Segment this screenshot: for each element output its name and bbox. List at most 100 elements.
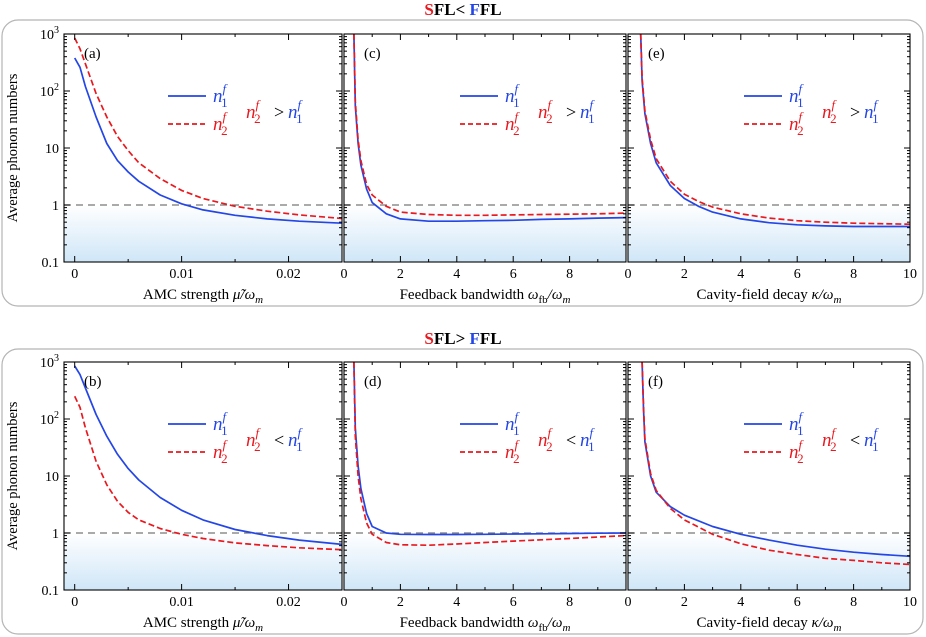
n-superscript: f <box>874 97 880 112</box>
series-n1-line <box>73 365 342 546</box>
x-tick-label: 4 <box>737 267 744 282</box>
x-label-var: ω <box>528 615 539 631</box>
n-symbol: n <box>288 102 298 123</box>
n-superscript: f <box>223 409 229 424</box>
relation-n2: nf 2 <box>538 425 554 454</box>
n-superscript: f <box>515 109 521 124</box>
y-tick-base: 1 <box>52 199 59 214</box>
n-superscript: f <box>799 81 805 96</box>
series-n1-line <box>641 362 910 558</box>
x-label-sub: m <box>562 294 570 306</box>
n-superscript: f <box>548 425 554 440</box>
y-tick-exp: 3 <box>54 25 59 36</box>
x-tick-label: 8 <box>850 267 857 282</box>
n-symbol: n <box>505 114 515 135</box>
n-subscript: 1 <box>872 111 879 126</box>
x-axis-label: Cavity-field decay κ/ωm <box>697 615 842 634</box>
y-tick-base: 0.1 <box>42 256 60 271</box>
header-fl1: FL <box>434 329 456 348</box>
x-label-var-sub: fb <box>539 294 549 306</box>
n-subscript: 1 <box>872 439 879 454</box>
n-subscript: 1 <box>513 95 520 110</box>
series-n1-line <box>353 34 626 223</box>
n-superscript: f <box>799 409 805 424</box>
cooling-region-shade <box>64 205 342 262</box>
n-superscript: f <box>223 437 229 452</box>
n-symbol: n <box>580 430 590 451</box>
series-n1-line <box>639 34 910 228</box>
x-axis-label: AMC strength μ̃/ωm <box>143 615 263 634</box>
legend-label-n1: nf 1 <box>789 81 805 110</box>
x-tick-label: 0 <box>625 267 632 282</box>
y-tick-label: 102 <box>40 82 59 100</box>
n-superscript: f <box>515 409 521 424</box>
y-tick-base: 10 <box>40 85 54 100</box>
n-symbol: n <box>789 414 799 435</box>
n-superscript: f <box>874 425 880 440</box>
series-n2-line <box>353 34 626 217</box>
header-fl2: FL <box>480 329 502 348</box>
n-subscript: 2 <box>221 123 228 138</box>
x-axis-label: Feedback bandwidth ωfb/ωm <box>400 287 571 306</box>
x-tick-label: 6 <box>794 595 801 610</box>
y-tick-label: 10 <box>45 142 59 157</box>
n-superscript: f <box>832 97 838 112</box>
x-axis-label: Cavity-field decay κ/ωm <box>697 287 842 306</box>
relation-symbol: > <box>274 102 284 122</box>
y-tick-base: 10 <box>45 142 59 157</box>
n-subscript: 2 <box>546 439 553 454</box>
x-tick-label: 0.02 <box>276 595 301 610</box>
n-symbol: n <box>213 86 223 107</box>
n-subscript: 2 <box>830 439 837 454</box>
header-rel: > <box>456 329 470 348</box>
x-label-var: κ/ω <box>812 287 834 303</box>
n-symbol: n <box>864 430 874 451</box>
legend-label-n2: nf 2 <box>505 109 521 138</box>
header-s: S <box>424 329 433 348</box>
n-superscript: f <box>223 109 229 124</box>
legend-label-n1: nf 1 <box>213 81 229 110</box>
x-tick-label: 0.02 <box>276 267 301 282</box>
x-tick-label: 0 <box>71 595 78 610</box>
y-tick-base: 10 <box>40 28 54 43</box>
n-subscript: 1 <box>588 439 595 454</box>
n-superscript: f <box>590 97 596 112</box>
x-tick-label: 0.01 <box>169 595 194 610</box>
y-axis-label: Average phonon numbers <box>5 73 21 222</box>
relation-symbol: > <box>850 102 860 122</box>
header-f: F <box>470 0 480 19</box>
series-n2-line <box>73 37 342 220</box>
x-label-sub: m <box>255 622 263 634</box>
x-tick-label: 0.01 <box>169 267 194 282</box>
legend-label-n2: nf 2 <box>213 109 229 138</box>
x-tick-label: 0 <box>341 267 348 282</box>
x-tick-label: 2 <box>681 267 688 282</box>
y-tick-base: 10 <box>45 470 59 485</box>
n-subscript: 2 <box>546 111 553 126</box>
n-subscript: 2 <box>797 451 804 466</box>
relation-n1: nf 1 <box>864 425 880 454</box>
y-tick-label: 103 <box>40 353 59 371</box>
relation-n2: nf 2 <box>246 97 262 126</box>
n-symbol: n <box>789 86 799 107</box>
x-tick-label: 6 <box>510 595 517 610</box>
y-tick-exp: 2 <box>54 82 59 93</box>
n-superscript: f <box>256 97 262 112</box>
legend-label-n2: nf 2 <box>505 437 521 466</box>
legend-label-n2: nf 2 <box>789 437 805 466</box>
y-tick-label: 1 <box>52 527 59 542</box>
n-symbol: n <box>213 114 223 135</box>
n-subscript: 2 <box>513 451 520 466</box>
legend-label-n2: nf 2 <box>213 437 229 466</box>
n-subscript: 2 <box>797 123 804 138</box>
n-subscript: 2 <box>830 111 837 126</box>
row-header: SFL> FFL <box>424 329 501 348</box>
series-n1-line <box>353 362 626 536</box>
x-label-sub: m <box>833 294 841 306</box>
n-symbol: n <box>538 430 548 451</box>
x-label-var: μ̃/ω <box>232 287 255 303</box>
